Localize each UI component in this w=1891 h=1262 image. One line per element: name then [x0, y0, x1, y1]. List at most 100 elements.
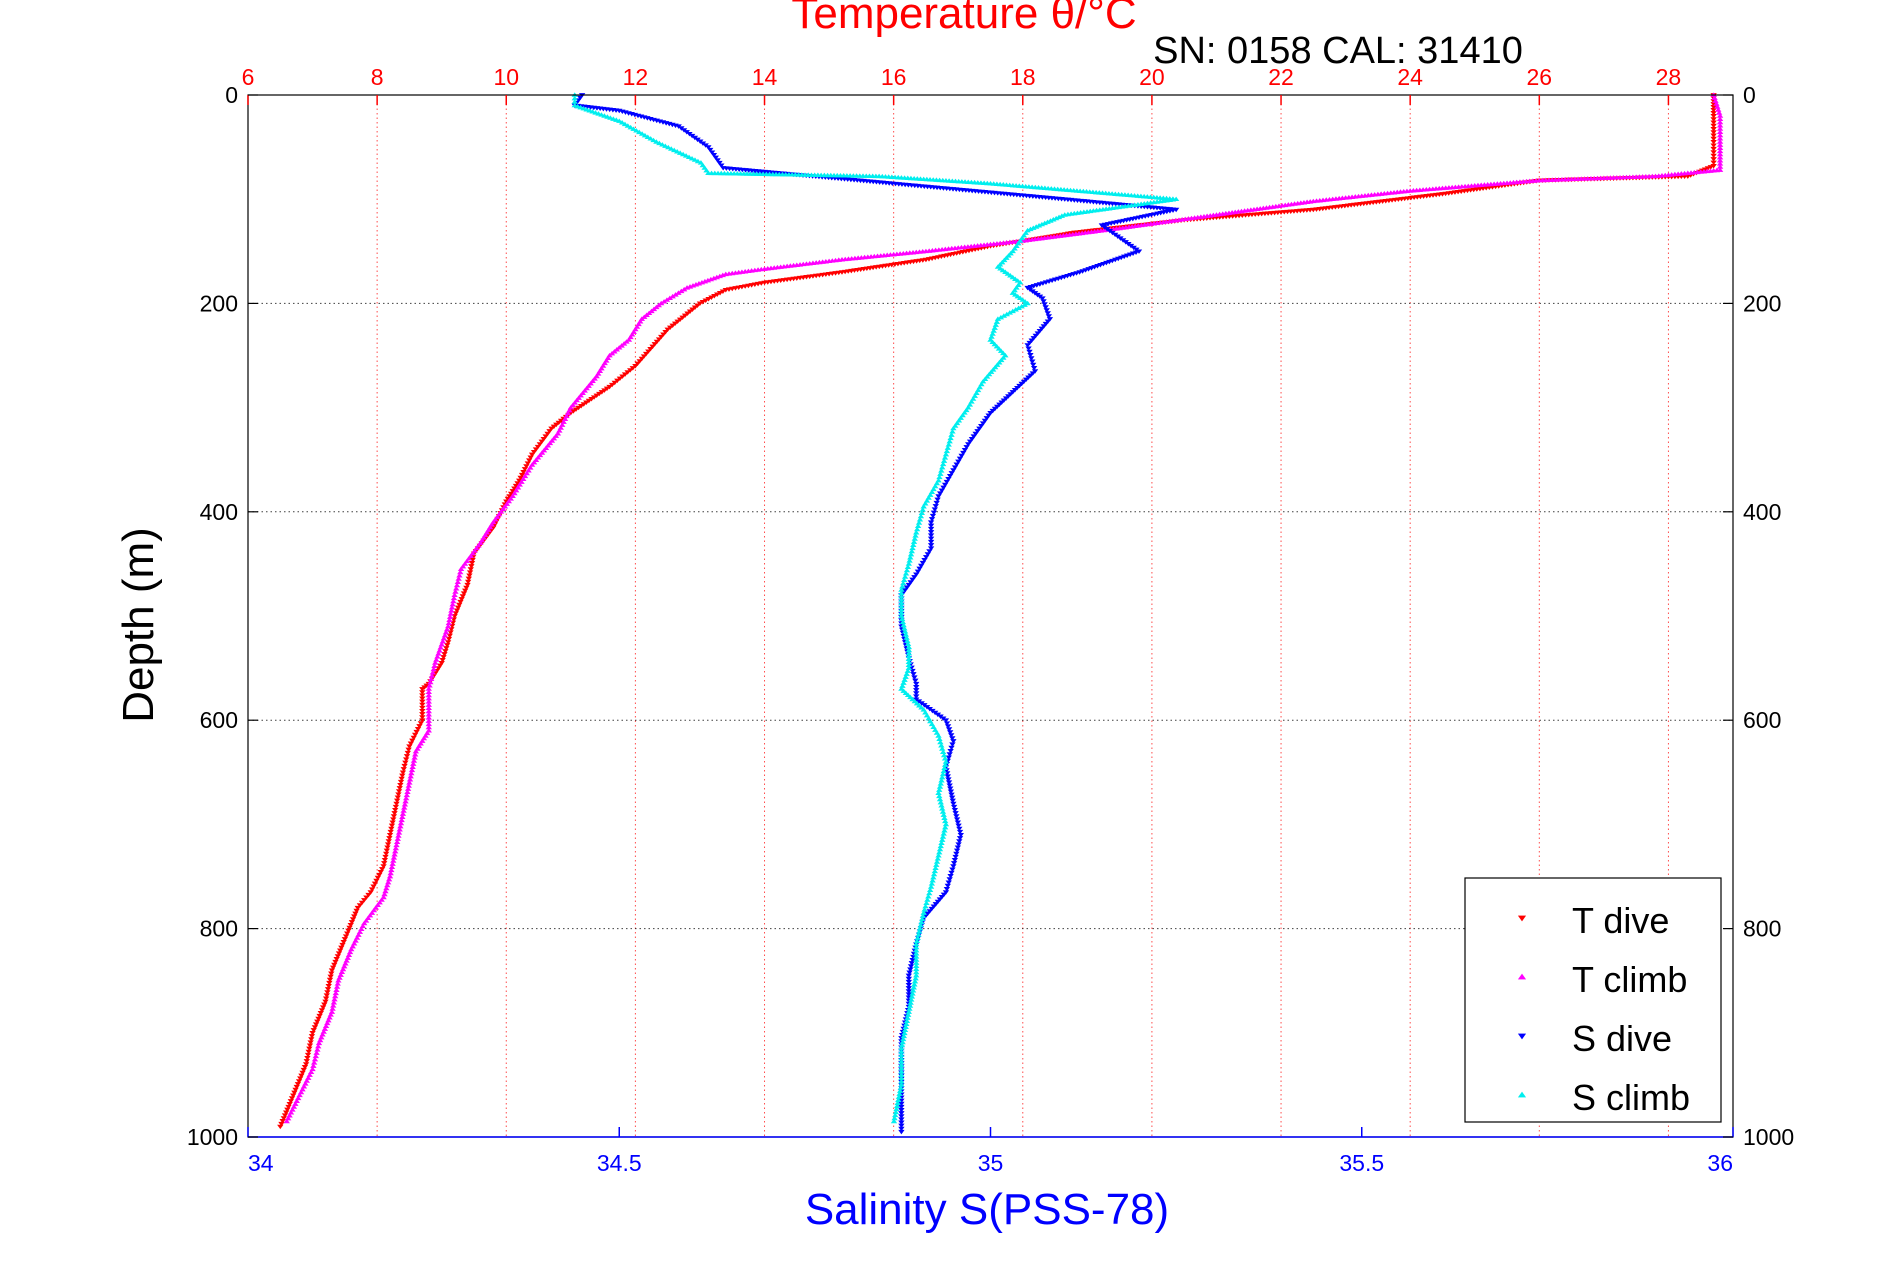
data-point — [913, 530, 920, 535]
data-point — [382, 888, 389, 894]
data-point — [913, 684, 920, 690]
data-point — [532, 447, 540, 452]
data-point — [304, 1052, 312, 1058]
data-point — [927, 884, 935, 889]
data-point — [658, 334, 665, 340]
data-point — [374, 902, 381, 908]
data-point — [676, 150, 684, 155]
data-point — [939, 464, 946, 470]
data-point — [1710, 127, 1717, 132]
data-point — [1002, 352, 1009, 358]
data-point — [976, 384, 983, 390]
data-point — [921, 907, 928, 912]
temperature-tick-label: 18 — [1010, 64, 1036, 90]
data-point — [1710, 140, 1717, 145]
data-point — [288, 1096, 296, 1101]
data-point — [384, 882, 391, 888]
data-point — [398, 776, 405, 782]
data-point — [530, 459, 538, 465]
data-point — [953, 817, 961, 822]
data-point — [395, 789, 403, 794]
data-point — [683, 285, 691, 290]
data-point — [442, 629, 450, 635]
legend-label-3: S climb — [1572, 1077, 1690, 1118]
data-point — [394, 795, 401, 800]
data-point — [928, 906, 935, 912]
data-point — [899, 584, 906, 589]
data-point — [352, 911, 359, 917]
data-point — [308, 1037, 315, 1042]
data-point — [934, 899, 942, 905]
data-point — [949, 429, 956, 434]
data-point — [998, 259, 1006, 265]
data-point — [946, 752, 953, 757]
data-point — [903, 585, 911, 590]
data-point — [948, 745, 955, 751]
data-point — [898, 1101, 905, 1107]
data-point — [966, 402, 974, 407]
data-point — [950, 425, 957, 431]
data-point — [945, 476, 952, 482]
data-point — [997, 348, 1005, 353]
data-point — [647, 136, 654, 141]
data-point — [940, 768, 947, 774]
data-point — [544, 443, 552, 448]
data-point — [1009, 290, 1016, 295]
data-point — [396, 786, 403, 791]
data-point — [936, 491, 944, 496]
data-point — [939, 749, 947, 754]
data-point — [453, 582, 461, 588]
data-point — [540, 436, 547, 442]
data-point — [457, 569, 464, 575]
data-point — [300, 1067, 307, 1073]
data-point — [1710, 133, 1717, 138]
data-point — [403, 757, 410, 762]
data-point — [427, 679, 434, 685]
data-point — [898, 1126, 905, 1132]
data-point — [455, 576, 462, 581]
data-point — [372, 905, 380, 910]
depth-tick-label-left: 200 — [200, 290, 238, 316]
data-point — [996, 262, 1004, 267]
data-point — [461, 588, 469, 594]
data-point — [518, 479, 525, 484]
data-point — [416, 724, 423, 729]
data-point — [542, 445, 550, 450]
data-point — [494, 514, 501, 519]
data-point — [291, 1090, 298, 1096]
data-point — [468, 564, 475, 569]
data-point — [938, 803, 945, 808]
data-point — [384, 842, 392, 847]
depth-tick-label-left: 400 — [200, 499, 238, 525]
data-point — [971, 393, 979, 398]
data-point — [444, 623, 452, 629]
data-point — [444, 640, 452, 645]
data-point — [898, 1104, 905, 1110]
data-point — [436, 663, 444, 669]
data-point — [505, 498, 513, 504]
data-point — [936, 849, 943, 855]
data-point — [404, 750, 411, 756]
data-point — [927, 533, 935, 538]
data-point — [903, 671, 910, 676]
data-point — [710, 275, 718, 281]
data-point — [1030, 366, 1038, 371]
data-point — [315, 1040, 323, 1046]
data-point — [933, 730, 941, 735]
data-point — [904, 564, 912, 570]
data-point — [716, 160, 723, 166]
data-point — [939, 774, 946, 780]
data-point — [933, 862, 940, 867]
data-point — [1710, 120, 1717, 125]
data-point — [1036, 329, 1043, 334]
data-point — [920, 707, 927, 712]
data-point — [938, 743, 945, 748]
data-point — [942, 821, 950, 827]
data-point — [548, 426, 555, 432]
data-point — [930, 510, 938, 516]
data-point — [936, 787, 943, 792]
data-point — [936, 897, 944, 902]
data-point — [961, 410, 968, 415]
data-point — [577, 104, 584, 110]
data-point — [280, 1116, 287, 1121]
